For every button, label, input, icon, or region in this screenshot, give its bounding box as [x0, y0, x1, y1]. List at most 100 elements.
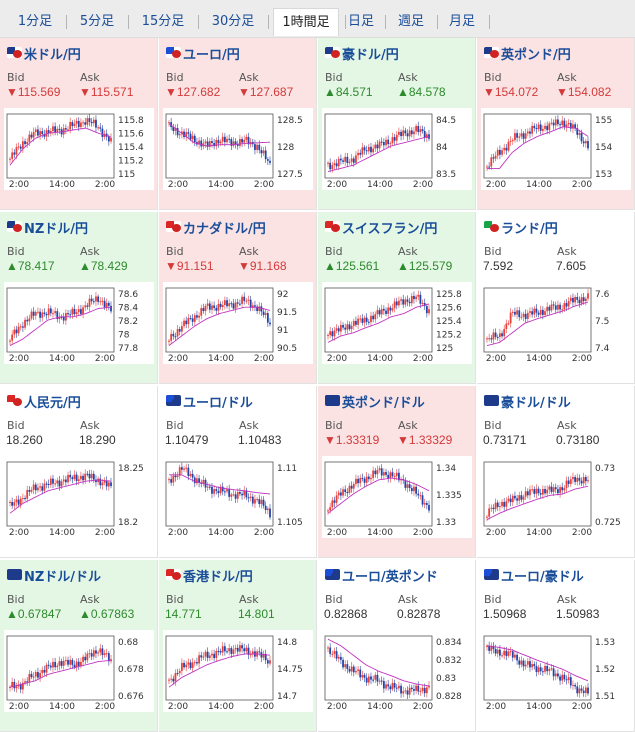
bid-value: ▼1.33319: [324, 433, 380, 447]
candle-body: [47, 308, 50, 316]
candle-body: [329, 331, 332, 336]
y-tick-label: 115.4: [118, 143, 144, 153]
tab-5min[interactable]: 5分足: [79, 14, 115, 29]
y-tick-label: 1.335: [436, 491, 462, 501]
candle-body: [505, 323, 508, 329]
tab-1hour[interactable]: 1時間足: [273, 8, 339, 36]
candle-body: [247, 136, 250, 145]
candle-body: [47, 130, 50, 134]
tab-1min[interactable]: 1分足: [17, 14, 53, 29]
candle-body: [13, 682, 16, 689]
candle-body: [370, 315, 372, 323]
bid-label: Bid: [166, 593, 184, 606]
candle-body: [382, 308, 385, 311]
candle-body: [236, 302, 239, 304]
ask-label: Ask: [557, 593, 577, 606]
candle-body: [189, 473, 192, 476]
candle-body: [168, 679, 170, 681]
currency-card: 米ドル/円 Bid ▼115.569 Ask ▼115.571 115.8 115.6 115…: [0, 38, 158, 210]
candle-body: [370, 477, 372, 480]
bid-label: Bid: [484, 245, 502, 258]
plot-frame: [6, 113, 115, 179]
candle-body: [539, 667, 542, 672]
candle-body: [11, 152, 14, 159]
y-tick-label: 1.34: [436, 464, 456, 474]
candlestick-chart[interactable]: 7.67.57.42:00 14:00 2:00: [481, 282, 631, 364]
candle-body: [563, 120, 566, 128]
currency-card: ユーロ/英ポンド Bid 0.82868 Ask 0.82878 0.834 0.832 0.…: [318, 560, 476, 732]
candle-body: [269, 660, 271, 664]
candle-body: [511, 311, 514, 313]
candle-body: [264, 313, 267, 315]
candle-body: [350, 158, 353, 162]
tab-15min[interactable]: 15分足: [141, 14, 185, 29]
candle-body: [531, 664, 534, 668]
candle-body: [509, 498, 512, 503]
y-tick-label: 125: [436, 344, 453, 354]
candle-body: [30, 673, 33, 678]
candle-body: [355, 155, 357, 163]
candle-body: [223, 300, 226, 306]
candle-body: [254, 305, 256, 307]
candle-body: [43, 133, 46, 137]
candle-body: [557, 673, 559, 677]
candle-body: [174, 673, 177, 682]
candlestick-chart[interactable]: 1.531.521.512:00 14:00 2:00: [481, 630, 631, 712]
candle-body: [544, 488, 546, 494]
candle-body: [239, 139, 241, 146]
candle-body: [198, 140, 200, 145]
tab-weekly[interactable]: 週足: [397, 14, 424, 29]
candle-body: [206, 486, 209, 488]
y-tick-label: 1.11: [277, 464, 297, 474]
tab-monthly[interactable]: 月足: [448, 14, 475, 29]
candle-body: [88, 118, 91, 122]
candle-body: [213, 305, 216, 308]
candle-body: [533, 308, 536, 315]
candle-body: [219, 303, 222, 307]
candle-body: [75, 120, 78, 124]
candle-body: [554, 673, 557, 677]
pair-name: 英ポンド/ドル: [342, 396, 425, 411]
candle-body: [552, 122, 555, 126]
candle-body: [339, 492, 342, 496]
candle-body: [490, 507, 493, 509]
candle-body: [526, 491, 529, 496]
candle-body: [514, 654, 516, 658]
y-tick-label: 7.5: [595, 317, 609, 327]
candle-body: [372, 315, 375, 320]
candle-body: [168, 122, 170, 124]
candle-body: [419, 495, 422, 497]
candle-body: [574, 124, 577, 129]
x-tick-label: 2:00: [413, 702, 433, 712]
candle-body: [211, 141, 213, 144]
candle-body: [90, 473, 93, 479]
tab-daily[interactable]: 日足: [347, 14, 374, 29]
y-tick-label: 14.75: [277, 665, 303, 675]
candle-body: [352, 666, 355, 673]
candle-body: [174, 336, 177, 338]
pair-name: NZドル/円: [24, 222, 89, 237]
tab-30min[interactable]: 30分足: [211, 14, 255, 29]
candle-body: [241, 493, 243, 496]
candle-body: [56, 665, 59, 668]
us-jp-flag-icon: [7, 47, 22, 58]
candle-body: [563, 674, 566, 680]
candle-body: [498, 506, 501, 508]
ask-value: ▲84.578: [397, 85, 446, 99]
candle-body: [28, 673, 31, 682]
candle-body: [84, 305, 87, 308]
